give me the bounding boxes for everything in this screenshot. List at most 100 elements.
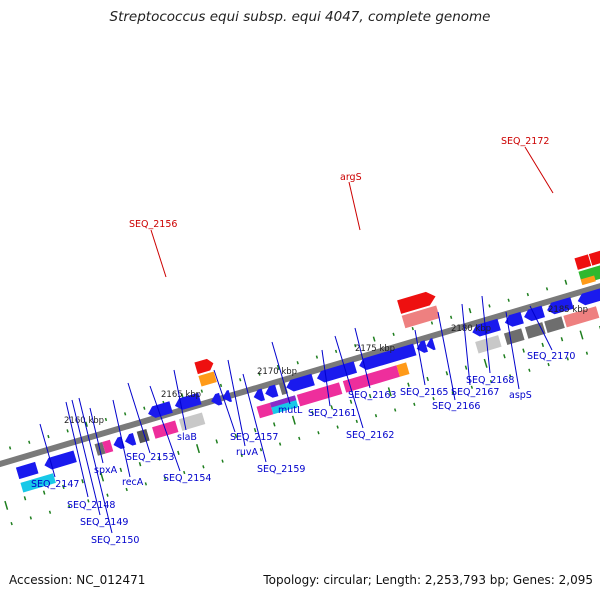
- scale-tick: [42, 490, 46, 495]
- guide-tick: [239, 378, 242, 382]
- label-seq-2157[interactable]: SEQ_2157: [230, 432, 278, 443]
- gene-seq-2172-orange[interactable]: [580, 275, 596, 286]
- tick-label-2170: 2170 kbp: [257, 367, 297, 377]
- gene-seq-2157-magenta[interactable]: [256, 402, 274, 419]
- gene-argS-salmon[interactable]: [401, 305, 440, 329]
- gene-seq-2157-b[interactable]: [263, 384, 279, 400]
- scale-tick: [138, 462, 142, 467]
- label-argS[interactable]: argS: [340, 172, 362, 183]
- gene-seq-2159[interactable]: [296, 382, 343, 407]
- gene-seq-2166-grey[interactable]: [503, 328, 525, 345]
- gene-seq-2172-red-arrow[interactable]: [588, 246, 600, 266]
- gene-seq-2163[interactable]: [415, 340, 428, 354]
- gene-seq-2147[interactable]: [15, 461, 39, 480]
- guide-tick: [123, 412, 127, 416]
- gene-seq-2156-red[interactable]: [194, 357, 215, 375]
- scale-tick: [23, 496, 27, 501]
- guide-tick: [585, 351, 589, 355]
- scale-tick: [330, 405, 334, 410]
- scale-tick: [234, 433, 238, 438]
- gene-ruvA-purple[interactable]: [269, 395, 297, 408]
- gene-seq-2147-cyan[interactable]: [20, 473, 56, 493]
- gene-aspS-salmon[interactable]: [563, 306, 600, 328]
- gene-aspS[interactable]: [576, 284, 600, 307]
- guide-tick: [566, 357, 569, 361]
- label-mutL[interactable]: mutL: [278, 405, 303, 416]
- guide-tick: [489, 379, 493, 384]
- guide-tick: [432, 396, 435, 401]
- guide-tick: [219, 383, 223, 388]
- guide-tick: [125, 487, 128, 492]
- guide-tick: [48, 510, 52, 514]
- scale-tick-labels: 2160 kbp 2165 kbp 2170 kbp 2175 kbp 2180…: [64, 305, 588, 426]
- scale-tick: [464, 365, 468, 370]
- gene-seq-2162[interactable]: [357, 343, 417, 372]
- guide-tick: [315, 355, 319, 359]
- gene-seq-2161[interactable]: [342, 365, 400, 393]
- scale-tick: [311, 410, 314, 416]
- label-recA[interactable]: recA: [122, 477, 144, 488]
- guide-tick: [202, 465, 205, 469]
- label-spxA[interactable]: spxA: [94, 465, 118, 476]
- gene-seq-2147-b[interactable]: [43, 450, 77, 472]
- gene-seq-2156-forward[interactable]: [198, 371, 217, 387]
- guide-tick: [298, 436, 301, 441]
- scale-tick: [215, 439, 219, 444]
- label-ruvA[interactable]: ruvA: [236, 447, 259, 458]
- label-seq-2168[interactable]: SEQ_2168: [466, 375, 514, 386]
- gene-seq-2166[interactable]: [503, 311, 524, 329]
- gene-seq-2168-grey[interactable]: [544, 316, 565, 334]
- guide-tick: [468, 308, 472, 314]
- label-seq-2170[interactable]: SEQ_2170: [527, 351, 575, 362]
- gene-seq-2165[interactable]: [471, 318, 501, 338]
- label-slaB[interactable]: slaB: [177, 432, 197, 443]
- gene-argS-red[interactable]: [397, 290, 437, 314]
- label-seq-2150[interactable]: SEQ_2150: [91, 535, 139, 546]
- label-seq-2153[interactable]: SEQ_2153: [126, 452, 174, 463]
- label-seq-2148[interactable]: SEQ_2148: [67, 500, 115, 511]
- guide-tick: [374, 414, 378, 418]
- label-seq-2166[interactable]: SEQ_2166: [432, 401, 480, 412]
- scale-tick: [272, 422, 276, 427]
- label-seq-2159[interactable]: SEQ_2159: [257, 464, 305, 475]
- gene-seq-2165-grey[interactable]: [475, 335, 502, 354]
- gene-slaB-b[interactable]: [221, 389, 233, 404]
- tick-label-2175: 2175 kbp: [355, 344, 395, 354]
- scale-tick: [253, 427, 257, 433]
- label-seq-2167[interactable]: SEQ_2167: [451, 387, 499, 398]
- scale-tick: [560, 337, 564, 342]
- gene-seq-2167[interactable]: [522, 305, 545, 323]
- gene-seq-2163-b[interactable]: [425, 338, 436, 352]
- gene-seq-2150[interactable]: [123, 432, 137, 447]
- guide-tick: [392, 332, 395, 336]
- label-seq-2149[interactable]: SEQ_2149: [80, 517, 128, 528]
- gene-slaB[interactable]: [209, 392, 223, 407]
- label-seq-2154[interactable]: SEQ_2154: [163, 473, 211, 484]
- gene-ruvA[interactable]: [285, 373, 315, 393]
- scale-tick: [291, 415, 296, 425]
- label-seq-2163[interactable]: SEQ_2163: [348, 390, 396, 401]
- guide-tick: [66, 429, 69, 433]
- gene-seq-2157-grey[interactable]: [278, 381, 288, 395]
- label-seq-2156[interactable]: SEQ_2156: [129, 219, 177, 230]
- label-aspS[interactable]: aspS: [509, 390, 532, 401]
- gene-spxA[interactable]: [136, 428, 150, 444]
- scale-tick: [81, 479, 84, 484]
- label-leaders-red: [150, 146, 554, 278]
- gene-seq-2172-red[interactable]: [574, 254, 592, 270]
- label-seq-2172[interactable]: SEQ_2172: [501, 136, 549, 147]
- gene-seq-2148-magenta[interactable]: [102, 439, 114, 454]
- scale-tick: [4, 500, 9, 510]
- guide-tick: [259, 448, 263, 452]
- label-seq-2162[interactable]: SEQ_2162: [346, 430, 394, 441]
- gene-recA[interactable]: [146, 401, 173, 419]
- label-seq-2147[interactable]: SEQ_2147: [31, 479, 79, 490]
- label-seq-2161[interactable]: SEQ_2161: [308, 408, 356, 419]
- label-seq-2165[interactable]: SEQ_2165: [400, 387, 448, 398]
- gene-seq-2168[interactable]: [545, 297, 574, 316]
- guide-dots-bottom: [10, 351, 589, 526]
- gene-seq-2161-orange[interactable]: [396, 362, 410, 377]
- gene-mutL[interactable]: [315, 361, 358, 384]
- guide-tick: [143, 406, 146, 410]
- gene-seq-2157-a[interactable]: [252, 388, 265, 403]
